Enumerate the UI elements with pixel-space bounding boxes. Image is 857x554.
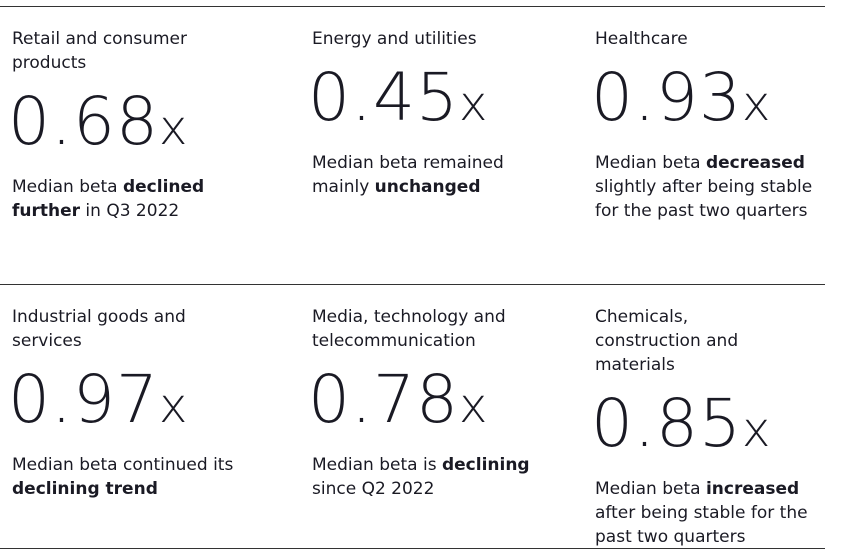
- metric: 0.97x: [8, 363, 300, 443]
- metric-unit: x: [158, 100, 189, 156]
- metric: 0.93x: [591, 61, 825, 141]
- card: Media, technology and telecommunication 0…: [300, 284, 583, 548]
- description-emphasis: unchanged: [374, 177, 481, 197]
- metric-value: 0.78: [308, 361, 459, 438]
- card: Retail and consumer products 0.68x Median …: [0, 7, 300, 284]
- card-title: Retail and consumer products: [12, 29, 187, 73]
- description: Median beta increased after being stable…: [595, 477, 820, 549]
- card: Energy and utilities 0.45x Median beta rem…: [300, 7, 583, 284]
- description-emphasis: increased: [705, 479, 800, 499]
- description-text: since Q2 2022: [312, 479, 435, 499]
- description-text: Median beta remained mainly: [312, 153, 504, 197]
- description: Median beta decreased slightly after bei…: [595, 151, 820, 223]
- metric: 0.68x: [8, 85, 300, 165]
- metric-unit: x: [158, 378, 189, 434]
- description-text: Median beta: [12, 177, 123, 197]
- card-title: Chemicals, construction and materials: [595, 307, 739, 375]
- card-title: Healthcare: [595, 29, 688, 49]
- description: Median beta declined further in Q3 2022: [12, 175, 237, 223]
- description-text: Median beta: [595, 153, 706, 173]
- metric: 0.45x: [308, 61, 583, 141]
- metric-value: 0.68: [8, 83, 159, 160]
- card: Healthcare 0.93x Median beta decreased sli…: [583, 7, 825, 284]
- description: Median beta is declining since Q2 2022: [312, 453, 537, 501]
- metric-unit: x: [458, 378, 489, 434]
- metric-value: 0.45: [308, 59, 459, 136]
- description-text: slightly after being stable for the past…: [595, 177, 813, 221]
- card-grid: Retail and consumer products 0.68x Median …: [0, 6, 825, 549]
- metric-value: 0.93: [591, 59, 742, 136]
- metric-unit: x: [741, 402, 772, 458]
- metric-value: 0.85: [591, 385, 742, 462]
- description-text: in Q3 2022: [80, 201, 180, 221]
- card-title: Industrial goods and services: [12, 307, 186, 351]
- metric: 0.78x: [308, 363, 583, 443]
- card: Industrial goods and services 0.97x Median…: [0, 284, 300, 548]
- description-text: Median beta is: [312, 455, 442, 475]
- metric-value: 0.97: [8, 361, 159, 438]
- card-title: Energy and utilities: [312, 29, 477, 49]
- metric: 0.85x: [591, 387, 825, 467]
- card: Chemicals, construction and materials 0.8…: [583, 284, 825, 548]
- description-text: Median beta continued its: [12, 455, 234, 475]
- metric-unit: x: [741, 76, 772, 132]
- card-title: Media, technology and telecommunication: [312, 307, 506, 351]
- metric-unit: x: [458, 76, 489, 132]
- description-text: after being stable for the past two quar…: [595, 503, 808, 547]
- description-text: Median beta: [595, 479, 706, 499]
- description: Median beta remained mainly unchanged: [312, 151, 537, 199]
- description-emphasis: decreased: [705, 153, 805, 173]
- description: Median beta continued its declining tren…: [12, 453, 237, 501]
- description-emphasis: declined further: [12, 177, 205, 221]
- description-emphasis: declining trend: [12, 479, 158, 499]
- description-emphasis: declining: [441, 455, 530, 475]
